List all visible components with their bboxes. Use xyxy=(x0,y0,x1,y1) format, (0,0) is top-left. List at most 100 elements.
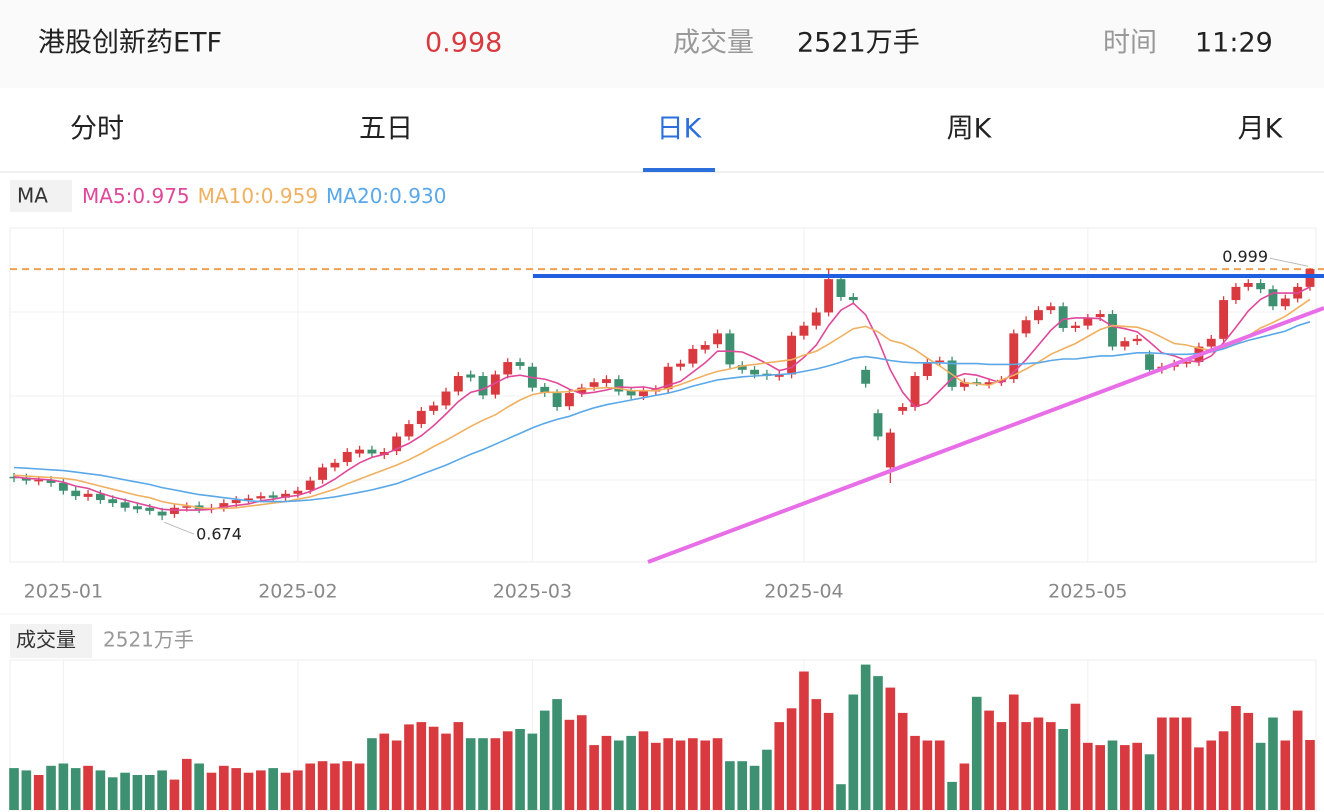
candle-body xyxy=(1095,314,1105,318)
candle-body xyxy=(1083,317,1093,326)
volume-bar xyxy=(1280,740,1291,810)
volume-bar xyxy=(934,740,945,810)
candle-body xyxy=(281,493,290,498)
volume-bar xyxy=(737,761,748,810)
candle-body xyxy=(244,498,253,501)
volume-bar xyxy=(1132,742,1143,810)
tab[interactable]: 五日 xyxy=(359,114,413,145)
candle-body xyxy=(639,391,648,397)
volume-bar xyxy=(1045,722,1056,810)
volume-bar xyxy=(490,738,501,810)
legend-title-bg xyxy=(10,180,72,212)
volume-bar xyxy=(539,710,550,810)
legend-item: MA5:0.975 xyxy=(82,184,190,208)
candle-body xyxy=(1145,354,1154,370)
candle-body xyxy=(725,333,735,365)
candle-body xyxy=(330,462,340,468)
volume-bar xyxy=(1070,703,1081,810)
volume-bar xyxy=(1169,717,1180,810)
candle-body xyxy=(614,379,624,392)
volume-bar xyxy=(1218,731,1229,810)
time-label: 时间 xyxy=(1103,28,1157,59)
candle-body xyxy=(811,312,821,326)
volume-bar xyxy=(984,710,994,810)
volume-bar xyxy=(317,761,328,810)
candle-body xyxy=(367,449,377,454)
volume-bar xyxy=(947,781,957,810)
volume-bar xyxy=(1305,740,1315,810)
volume-bar xyxy=(46,765,56,810)
volume-bar xyxy=(1008,694,1019,810)
volume-bar xyxy=(1231,706,1241,810)
candle-body xyxy=(108,499,118,504)
candle-body xyxy=(182,506,192,508)
tab-indicator xyxy=(643,168,715,172)
tab[interactable]: 日K xyxy=(657,114,703,145)
candle-body xyxy=(1256,283,1266,290)
volume-bar xyxy=(1120,745,1130,810)
x-tick-label: 2025-02 xyxy=(258,581,337,603)
candle-body xyxy=(293,490,303,494)
candle-body xyxy=(959,382,969,387)
legend-item: MA10:0.959 xyxy=(198,184,318,208)
volume-bar xyxy=(120,772,130,810)
volume-bar xyxy=(305,763,316,810)
volume-bar xyxy=(144,775,155,810)
max-label: 0.999 xyxy=(1222,247,1268,266)
tab[interactable]: 月K xyxy=(1238,114,1284,145)
candle-body xyxy=(429,405,439,411)
volume-bar xyxy=(786,708,797,810)
candle-body xyxy=(602,379,611,383)
volume-bar xyxy=(848,694,859,810)
candle-body xyxy=(1021,320,1031,334)
candle-body xyxy=(256,496,266,499)
candle-body xyxy=(1243,283,1253,287)
candle-body xyxy=(478,376,488,396)
candle-body xyxy=(1268,289,1278,307)
volume-bar xyxy=(441,733,451,810)
candle-body xyxy=(824,279,834,313)
tab[interactable]: 周K xyxy=(947,114,993,145)
volume-bar xyxy=(725,761,735,810)
candle-body xyxy=(848,296,858,301)
candle-body xyxy=(1058,306,1068,328)
candle-body xyxy=(873,413,883,437)
volume: 2521万手 xyxy=(797,28,920,59)
volume-title-bg xyxy=(10,624,92,658)
candle-body xyxy=(1219,300,1229,339)
volume-bar xyxy=(897,712,908,810)
candle-body xyxy=(799,325,809,336)
volume-bar xyxy=(1255,742,1266,810)
volume-bar xyxy=(638,731,649,810)
candle-body xyxy=(676,363,685,367)
volume-bar xyxy=(391,740,402,810)
candle-body xyxy=(342,451,352,463)
candle-body xyxy=(95,493,105,501)
volume-bar xyxy=(700,740,711,810)
volume-bar xyxy=(70,768,81,810)
volume-bar xyxy=(194,763,204,810)
volume-bar xyxy=(1058,729,1068,810)
tab[interactable]: 分时 xyxy=(70,114,124,145)
candle-body xyxy=(564,393,574,407)
volume-bar xyxy=(1083,742,1093,810)
volume-bar xyxy=(811,699,822,810)
fund-name: 港股创新药ETF xyxy=(38,28,222,59)
volume-bar xyxy=(959,763,970,810)
volume-bar xyxy=(107,777,118,810)
volume-bar xyxy=(971,696,982,810)
candle-body xyxy=(713,333,722,345)
volume-bar xyxy=(663,738,673,810)
x-tick-label: 2025-01 xyxy=(24,581,103,603)
plot: 2025-01 2025-02 2025-03 2025-04 2025-05 0.999… xyxy=(9,228,1324,810)
candle-body xyxy=(318,467,328,480)
drawn-trend-line xyxy=(647,306,1324,564)
volume-bar xyxy=(626,735,636,810)
volume-bar xyxy=(1268,717,1278,810)
candle-body xyxy=(787,335,797,375)
candle-body xyxy=(898,407,908,411)
candle-body xyxy=(1034,310,1043,321)
candle-body xyxy=(1280,298,1290,307)
candle-body xyxy=(231,500,241,504)
